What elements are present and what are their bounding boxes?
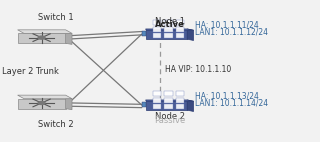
Text: HA VIP: 10.1.1.10: HA VIP: 10.1.1.10 [165, 65, 231, 74]
Polygon shape [142, 102, 146, 106]
Polygon shape [146, 100, 194, 101]
Text: LAN1: 10.1.1.12/24: LAN1: 10.1.1.12/24 [195, 28, 268, 37]
Polygon shape [18, 30, 72, 33]
Polygon shape [153, 20, 161, 25]
Polygon shape [164, 27, 173, 32]
Polygon shape [153, 104, 161, 109]
Text: Node 2: Node 2 [155, 112, 185, 121]
Polygon shape [187, 29, 194, 40]
Text: HA: 10.1.1.11/24: HA: 10.1.1.11/24 [195, 21, 259, 30]
Text: Active: Active [155, 20, 185, 29]
Polygon shape [146, 29, 187, 39]
Polygon shape [18, 99, 66, 109]
Polygon shape [176, 33, 184, 38]
Polygon shape [176, 98, 184, 103]
Text: HA: 10.1.1.13/24: HA: 10.1.1.13/24 [195, 92, 259, 101]
Polygon shape [164, 33, 173, 38]
Circle shape [38, 101, 45, 105]
Polygon shape [164, 91, 173, 96]
Polygon shape [142, 31, 146, 36]
Text: Switch 1: Switch 1 [38, 13, 74, 22]
Text: Passive: Passive [154, 116, 185, 125]
Circle shape [38, 36, 45, 39]
Polygon shape [146, 100, 187, 110]
Polygon shape [164, 98, 173, 103]
Polygon shape [146, 29, 194, 30]
Polygon shape [176, 20, 184, 25]
Polygon shape [153, 98, 161, 103]
Polygon shape [176, 91, 184, 96]
Polygon shape [164, 20, 173, 25]
Polygon shape [153, 33, 161, 38]
Polygon shape [66, 33, 72, 44]
Polygon shape [187, 100, 194, 111]
Polygon shape [164, 104, 173, 109]
Polygon shape [176, 27, 184, 32]
Text: Switch 2: Switch 2 [38, 120, 74, 129]
Polygon shape [18, 95, 72, 99]
Polygon shape [18, 33, 66, 43]
Polygon shape [153, 27, 161, 32]
Polygon shape [66, 99, 72, 110]
Text: Layer 2 Trunk: Layer 2 Trunk [2, 66, 59, 76]
Polygon shape [153, 91, 161, 96]
Text: LAN1: 10.1.1.14/24: LAN1: 10.1.1.14/24 [195, 99, 268, 108]
Polygon shape [176, 104, 184, 109]
Text: Node 1: Node 1 [155, 17, 185, 26]
